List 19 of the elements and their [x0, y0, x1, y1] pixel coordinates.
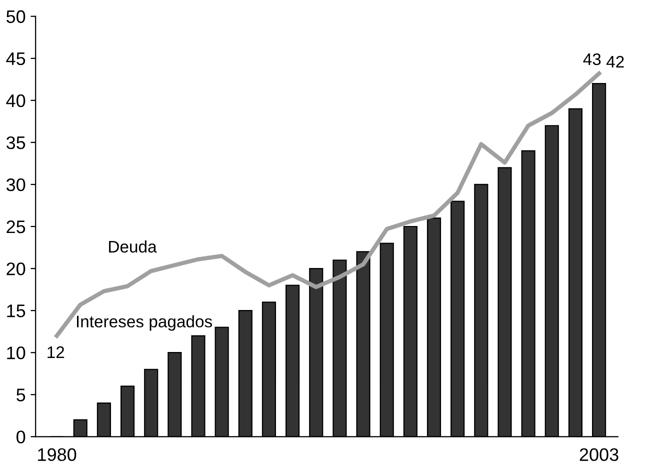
data-label: 42 [606, 56, 624, 68]
y-tick-label: 5 [16, 388, 26, 402]
y-tick-label: 50 [6, 10, 26, 24]
line-series [54, 71, 602, 338]
y-tick-label: 10 [7, 346, 26, 360]
y-tick-label: 45 [6, 52, 26, 66]
y-tick-label: 35 [6, 136, 26, 150]
x-tick-label: 2003 [580, 448, 618, 462]
series-label: Intereses pagados [77, 315, 212, 331]
x-tick-label: 1980 [38, 448, 76, 462]
y-tick-label: 0 [16, 430, 26, 444]
series-label: Deuda [109, 240, 157, 253]
y-tick-label: 30 [6, 178, 26, 192]
data-label: 12 [48, 346, 64, 358]
data-label: 43 [583, 53, 601, 66]
y-tick-label: 25 [6, 220, 26, 234]
y-tick-label: 15 [7, 304, 26, 318]
y-tick-label: 20 [6, 262, 26, 276]
y-tick-label: 40 [6, 94, 26, 108]
